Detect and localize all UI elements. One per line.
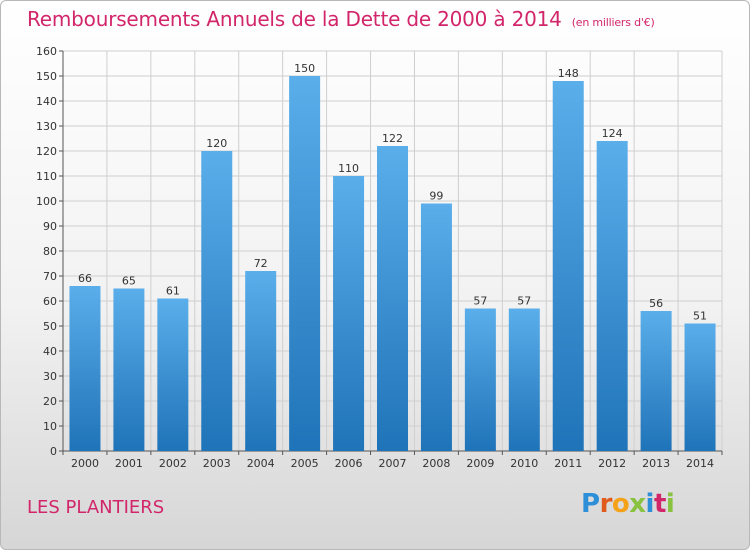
y-tick-label: 30: [43, 370, 57, 383]
x-tick-label: 2002: [159, 457, 187, 470]
logo-letter: i: [645, 489, 655, 519]
y-tick-label: 110: [36, 170, 57, 183]
bar: [333, 176, 365, 451]
bar: [640, 311, 672, 451]
x-tick-label: 2004: [247, 457, 275, 470]
logo-letter: P: [581, 489, 600, 519]
y-tick-label: 60: [43, 295, 57, 308]
y-tick-label: 100: [36, 195, 57, 208]
bar: [69, 286, 101, 451]
logo-letter: o: [611, 489, 630, 519]
data-label: 110: [338, 162, 359, 175]
bar: [201, 151, 233, 451]
bars: [69, 76, 716, 451]
data-label: 150: [294, 62, 315, 75]
data-label: 57: [517, 295, 531, 308]
data-label: 72: [254, 257, 268, 270]
y-tick-label: 10: [43, 420, 57, 433]
data-label: 148: [558, 67, 579, 80]
y-tick-label: 0: [50, 445, 57, 458]
x-tick-label: 2006: [335, 457, 363, 470]
logo-letter: r: [599, 489, 613, 519]
chart-title: Remboursements Annuels de la Dette de 20…: [27, 7, 655, 31]
x-tick-label: 2014: [686, 457, 714, 470]
y-tick-label: 40: [43, 345, 57, 358]
data-label: 66: [78, 272, 92, 285]
y-tick-label: 50: [43, 320, 57, 333]
x-tick-label: 2005: [291, 457, 319, 470]
data-label: 57: [473, 295, 487, 308]
x-tick-label: 2003: [203, 457, 231, 470]
y-tick-label: 150: [36, 70, 57, 83]
x-tick-label: 2011: [554, 457, 582, 470]
y-tick-label: 140: [36, 95, 57, 108]
bar: [113, 288, 145, 451]
x-tick-label: 2010: [510, 457, 538, 470]
chart-subtitle: (en milliers d'€): [571, 16, 655, 29]
y-tick-label: 130: [36, 120, 57, 133]
data-label: 99: [429, 190, 443, 203]
y-tick-label: 120: [36, 145, 57, 158]
x-tick-label: 2008: [422, 457, 450, 470]
bar: [684, 323, 716, 451]
bar: [464, 308, 496, 451]
y-tick-label: 20: [43, 395, 57, 408]
labels: 0 10 20 30 40 50 60 70 80 90 100 110 120 130 140 150 160…: [36, 45, 714, 470]
x-tick-label: 2009: [466, 457, 494, 470]
bar: [508, 308, 540, 451]
y-tick-label: 90: [43, 220, 57, 233]
data-label: 120: [206, 137, 227, 150]
data-label: 56: [649, 297, 663, 310]
bar: [596, 141, 628, 451]
x-tick-label: 2001: [115, 457, 143, 470]
data-label: 61: [166, 285, 180, 298]
bar: [245, 271, 277, 451]
logo-letter: x: [629, 489, 646, 519]
logo-letter: i: [665, 489, 675, 519]
bar: [420, 203, 452, 451]
x-tick-label: 2007: [379, 457, 407, 470]
proxiti-logo: Proxiti: [581, 489, 675, 519]
data-label: 51: [693, 310, 707, 323]
y-tick-label: 80: [43, 245, 57, 258]
chart-title-text: Remboursements Annuels de la Dette de 20…: [27, 7, 562, 31]
y-tick-label: 160: [36, 45, 57, 58]
x-tick-label: 2000: [71, 457, 99, 470]
bar: [377, 146, 408, 451]
bar: [552, 81, 584, 451]
data-label: 124: [602, 127, 623, 140]
x-tick-label: 2013: [642, 457, 670, 470]
data-label: 65: [122, 275, 136, 288]
bar: [289, 76, 321, 451]
commune-name: LES PLANTIERS: [27, 497, 165, 518]
y-tick-label: 70: [43, 270, 57, 283]
data-label: 122: [382, 132, 403, 145]
x-tick-label: 2012: [598, 457, 626, 470]
bar: [157, 298, 189, 451]
logo-letter: t: [653, 489, 666, 519]
